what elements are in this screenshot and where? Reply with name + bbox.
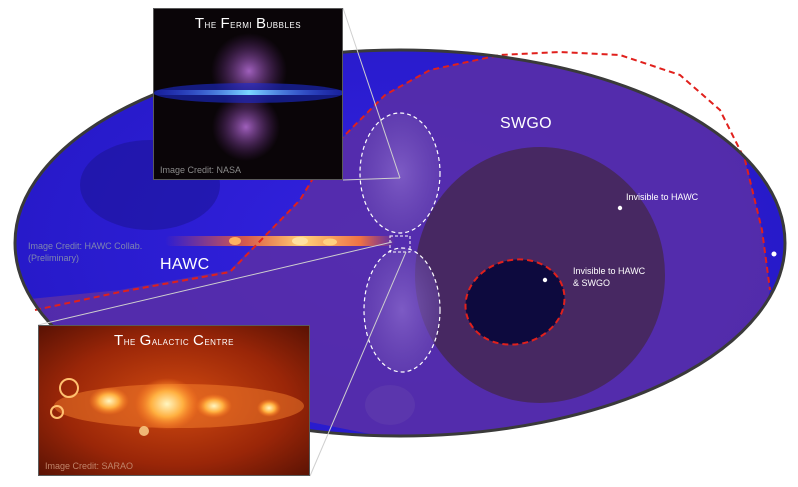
- fermi-connector-top: [342, 7, 401, 179]
- sarao-credit: Image Credit: SARAO: [45, 461, 134, 471]
- fermi-bubble-south: [364, 248, 440, 372]
- gc-cloud: [89, 387, 129, 415]
- fermi-bubble-south-outline: [363, 247, 441, 373]
- invisible-to-both-line1: Invisible to HAWC: [573, 266, 646, 276]
- galactic-centre-marker: [389, 235, 411, 253]
- swgo-boundary: [34, 50, 771, 311]
- hawc-credit: Image Credit: HAWC Collab. (Preliminary): [28, 240, 142, 264]
- fermi-bubble-north: [360, 113, 440, 233]
- gc-core: [135, 378, 199, 430]
- bright-point-source: [771, 251, 777, 257]
- fermi-bubbles-title: The Fermi Bubbles: [194, 15, 302, 32]
- swgo-label: SWGO: [500, 115, 552, 132]
- source-hotspot: [292, 237, 308, 245]
- galactic-centre-inset: The Galactic Centre Image Credit: SARAO: [38, 325, 310, 476]
- invisible-to-both-line2: & SWGO: [573, 278, 611, 288]
- fermi-bubbles-image: [154, 9, 342, 179]
- hawc-label: HAWC: [160, 256, 210, 273]
- sky-outline: [13, 48, 787, 438]
- fermi-bubbles-inset: The Fermi Bubbles Image Credit: NASA: [153, 8, 343, 180]
- galactic-centre-title: The Galactic Centre: [114, 332, 234, 349]
- supernova-remnant: [50, 405, 64, 419]
- galactic-disk: [154, 90, 342, 95]
- galactic-plane-emission: [165, 236, 395, 246]
- source-hotspot: [323, 238, 337, 246]
- source-hotspot: [229, 237, 241, 245]
- hawc-credit-line2: (Preliminary): [28, 253, 80, 263]
- faint-blob: [365, 385, 415, 425]
- invisible-both-boundary: [464, 258, 566, 346]
- fermi-credit: Image Credit: NASA: [160, 165, 242, 175]
- invisible-both-pointer: [542, 277, 548, 283]
- supernova-remnant: [59, 378, 79, 398]
- invisible-to-both-label: Invisible to HAWC & SWGO: [573, 265, 645, 289]
- galactic-centre-image: [39, 326, 309, 475]
- centre-connector-top: [37, 241, 393, 326]
- gc-cloud: [196, 394, 232, 418]
- gc-cloud: [257, 399, 281, 417]
- gc-source: [139, 426, 149, 436]
- fermi-bubble-north-outline: [359, 112, 441, 234]
- fermi-connector-bottom: [342, 177, 401, 181]
- fermi-bubble-lower: [212, 93, 280, 161]
- invisible-hawc-pointer: [617, 205, 623, 211]
- centre-connector-bottom: [309, 251, 407, 477]
- hawc-credit-line1: Image Credit: HAWC Collab.: [28, 241, 143, 251]
- invisible-to-hawc-label: Invisible to HAWC: [626, 192, 699, 202]
- invisible-to-both-region: [465, 259, 565, 345]
